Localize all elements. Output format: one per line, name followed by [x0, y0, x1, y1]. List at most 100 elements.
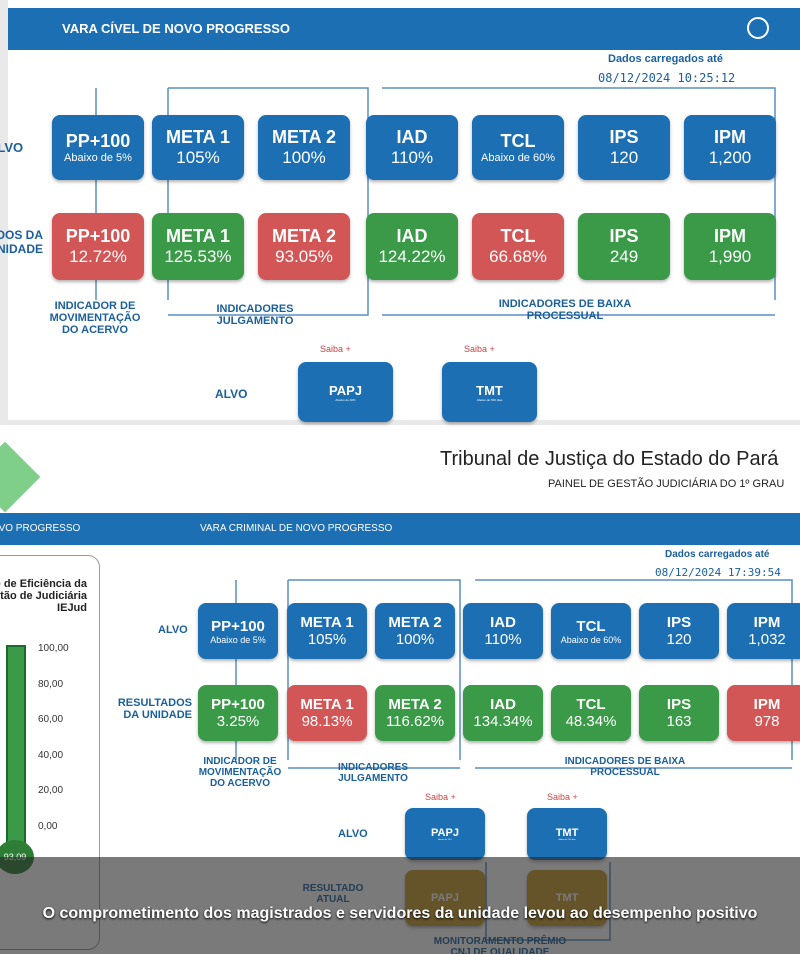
- target-box: PAPJ Abaixo de 20%: [298, 362, 393, 422]
- target-box: TMT Abaixo de 500 dias: [442, 362, 537, 422]
- result-box: IPM 978: [727, 685, 800, 741]
- box-label: META 1: [165, 226, 230, 246]
- target-box: TCL Abaixo de 60%: [472, 115, 564, 180]
- loaded-label: Dados carregados até: [665, 549, 770, 560]
- box-label: IPS: [666, 614, 692, 631]
- box-value: 110%: [484, 631, 522, 648]
- box-label: TCL: [576, 696, 606, 713]
- box-value: Abaixo de 700 dias: [558, 839, 576, 841]
- gauge-tick: 20,00: [38, 785, 64, 797]
- box-label: META 1: [300, 696, 354, 713]
- group-label: INDICADOR DE MOVIMENTAÇÃO DO ACERVO: [49, 300, 141, 336]
- loaded-at: 08/12/2024 10:25:12: [598, 71, 736, 85]
- caption: O comprometimento dos magistrados e serv…: [42, 905, 758, 922]
- result-box: META 1 125.53%: [152, 213, 244, 280]
- gauge-tick: 60,00: [38, 714, 64, 726]
- target-box: PP+100 Abaixo de 5%: [198, 603, 278, 659]
- group-label: INDICADORES JULGAMENTO: [337, 762, 408, 784]
- box-label: IAD: [396, 226, 428, 246]
- box-value: 93.05%: [275, 247, 333, 266]
- box-label: PAPJ: [329, 382, 362, 398]
- result-box: IAD 134.34%: [463, 685, 543, 741]
- target-box: META 1 105%: [287, 603, 367, 659]
- box-value: 1,032: [748, 631, 786, 648]
- target-box: PAPJ Abaixo de 20%: [405, 808, 485, 860]
- box-value: 163: [666, 713, 692, 730]
- box-value: Abaixo de 20%: [438, 839, 452, 841]
- target-box: META 2 100%: [375, 603, 455, 659]
- gauge-tick: 0,00: [38, 821, 58, 832]
- row-label: ALVO: [338, 828, 368, 840]
- box-value: Abaixo de 60%: [481, 152, 555, 164]
- target-box: TMT Abaixo de 700 dias: [527, 808, 607, 860]
- group-label: INDICADORES DE BAIXA PROCESSUAL: [498, 298, 632, 322]
- result-box: META 2 93.05%: [258, 213, 350, 280]
- box-label: IPS: [609, 226, 639, 246]
- box-value: 978: [754, 713, 780, 730]
- saiba-link[interactable]: Saiba +: [320, 344, 351, 354]
- caption-overlay: [0, 857, 800, 954]
- tab-bar: [0, 513, 800, 545]
- saiba-link[interactable]: Saiba +: [464, 344, 495, 354]
- box-label: PP+100: [211, 617, 265, 635]
- box-value: 1,200: [708, 148, 752, 167]
- box-value: 105%: [176, 148, 220, 167]
- row-label: RESULTADOS DA UNIDADE: [117, 697, 192, 721]
- box-value: 48.34%: [565, 713, 617, 730]
- box-label: TCL: [576, 617, 606, 635]
- box-label: IPM: [713, 127, 746, 147]
- box-label: META 1: [165, 127, 230, 147]
- saiba-link[interactable]: Saiba +: [425, 792, 456, 802]
- box-label: META 2: [271, 226, 336, 246]
- box-label: META 2: [388, 614, 442, 631]
- box-label: PP+100: [65, 226, 131, 246]
- row-label: ALVO: [0, 140, 24, 155]
- box-value: 120: [666, 631, 692, 648]
- result-box: META 1 98.13%: [287, 685, 367, 741]
- box-label: TCL: [500, 226, 536, 246]
- loaded-label: Dados carregados até: [608, 53, 723, 65]
- box-value: Abaixo de 5%: [210, 634, 266, 645]
- box-value: 1,990: [708, 247, 752, 266]
- row-label: RESULTADOS DA UNIDADE: [0, 228, 43, 256]
- result-box: PP+100 3.25%: [198, 685, 278, 741]
- result-box: IAD 124.22%: [366, 213, 458, 280]
- panel-title: PAINEL DE GESTÃO JUDICIÁRIA DO 1º GRAU: [548, 478, 785, 490]
- box-value: 12.72%: [69, 247, 127, 266]
- back-button[interactable]: [747, 17, 769, 39]
- box-value: 100%: [282, 148, 326, 167]
- box-label: PP+100: [211, 696, 265, 713]
- result-box: TCL 48.34%: [551, 685, 631, 741]
- saiba-link[interactable]: Saiba +: [547, 792, 578, 802]
- box-label: META 1: [300, 614, 354, 631]
- group-label: INDICADOR DE MOVIMENTAÇÃO DO ACERVO: [198, 756, 282, 789]
- row-label: ALVO: [215, 387, 248, 401]
- box-label: IPS: [666, 696, 692, 713]
- group-label: INDICADORES DE BAIXA PROCESSUAL: [564, 756, 686, 778]
- box-value: 116.62%: [385, 713, 445, 730]
- box-value: 134.34%: [473, 713, 533, 730]
- box-value: 98.13%: [301, 713, 353, 730]
- gauge-tick: 40,00: [38, 749, 64, 761]
- result-box: IPS 163: [639, 685, 719, 741]
- box-value: 110%: [390, 148, 434, 167]
- tab[interactable]: VARA CRIMINAL DE NOVO PROGRESSO: [0, 523, 81, 534]
- target-box: IPM 1,200: [684, 115, 776, 180]
- box-value: 120: [609, 148, 639, 167]
- box-value: 100%: [395, 631, 435, 648]
- box-value: Abaixo de 500 dias: [476, 397, 503, 402]
- row-label: ALVO: [158, 624, 188, 636]
- box-label: TMT: [476, 382, 503, 398]
- box-value: 105%: [307, 631, 347, 648]
- box-value: 125.53%: [164, 247, 232, 266]
- result-box: IPS 249: [578, 213, 670, 280]
- box-label: IPM: [753, 614, 781, 631]
- result-box: TCL 66.68%: [472, 213, 564, 280]
- box-label: IAD: [396, 127, 428, 147]
- target-box: IPS 120: [639, 603, 719, 659]
- box-label: IPM: [753, 696, 781, 713]
- box-value: 249: [609, 247, 639, 266]
- result-box: IPM 1,990: [684, 213, 776, 280]
- box-label: PAPJ: [431, 827, 459, 839]
